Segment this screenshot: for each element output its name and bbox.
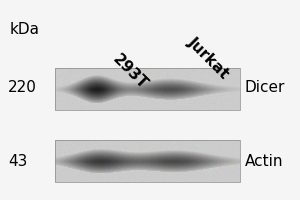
Text: kDa: kDa [10,22,40,37]
Text: 220: 220 [8,80,37,96]
Text: Dicer: Dicer [245,80,285,96]
Text: Actin: Actin [245,154,284,170]
Text: Jurkat: Jurkat [185,34,232,82]
Bar [55,68,240,110]
Text: 43: 43 [8,154,27,170]
Bar [55,140,240,182]
Text: 293T: 293T [110,51,151,92]
